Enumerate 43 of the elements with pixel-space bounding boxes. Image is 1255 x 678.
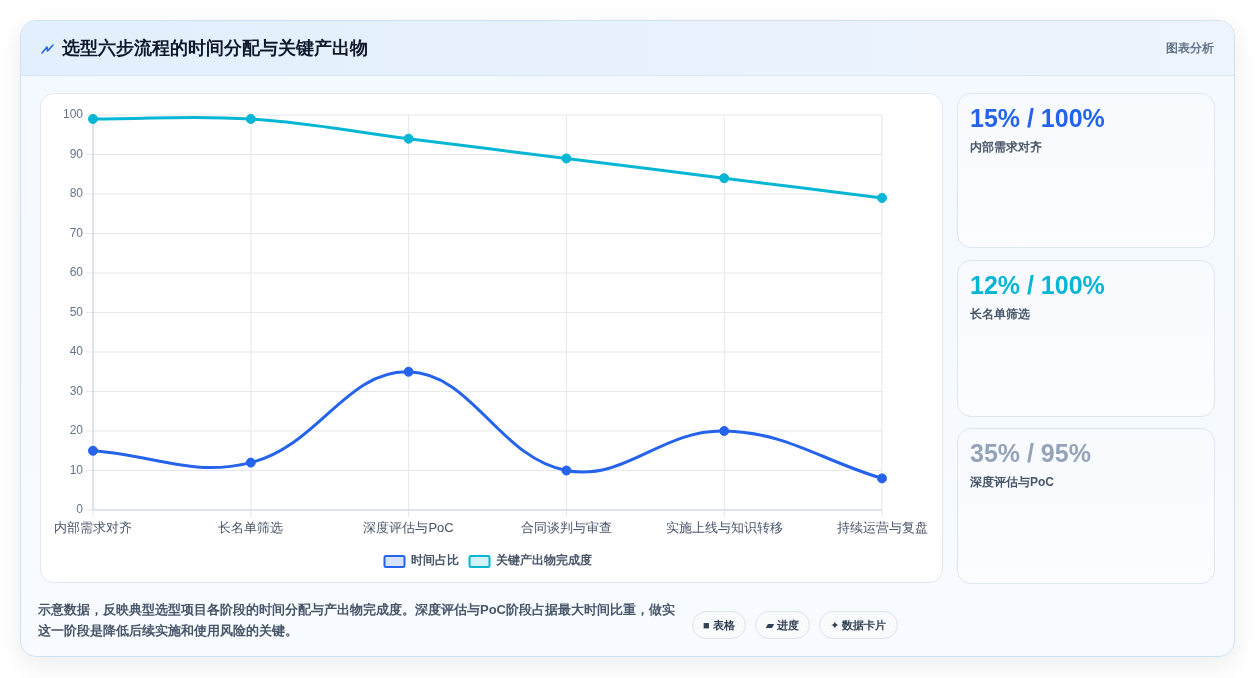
x-tick-label: 深度评估与PoC: [363, 520, 454, 536]
text: 35% / 95%: [970, 439, 1091, 468]
point: [561, 153, 572, 164]
y-tick-label: 100: [62, 107, 84, 122]
x-tick-label: 合同谈判与审查: [520, 520, 612, 536]
legend-label: 时间占比: [410, 553, 459, 568]
x-tick-label: 长名单筛选: [218, 520, 284, 536]
point: [561, 465, 572, 476]
text: 15% / 100%: [970, 104, 1105, 133]
point: [88, 113, 98, 124]
y-tick-label: 60: [69, 265, 84, 280]
text: ■ 表格: [692, 611, 746, 639]
y-tick-label: 0: [76, 502, 84, 517]
x-tick-label: 实施上线与知识转移: [665, 520, 783, 536]
y-tick-label: 90: [69, 146, 84, 161]
text: 深度评估与PoC: [970, 474, 1054, 491]
y-tick-label: 80: [69, 186, 84, 201]
text: 12% / 100%: [970, 271, 1105, 300]
text: 长名单筛选: [970, 306, 1030, 323]
x-tick-label: 内部需求对齐: [54, 520, 132, 536]
text: ▰ 进度: [754, 611, 811, 639]
text: 图表分析: [1166, 40, 1214, 57]
point: [877, 192, 887, 203]
y-tick-label: 50: [69, 304, 84, 319]
text: ✦ 数据卡片: [819, 611, 898, 639]
legend-label: 关键产出物完成度: [494, 553, 592, 568]
x-tick-label: 持续运营与复盘: [836, 520, 928, 536]
point: [245, 113, 256, 124]
point: [719, 426, 730, 436]
y-tick-label: 40: [69, 344, 84, 359]
y-tick-label: 70: [69, 225, 84, 240]
point: [403, 133, 414, 144]
point: [245, 457, 256, 468]
text: 内部需求对齐: [970, 139, 1042, 156]
y-tick-label: 20: [69, 423, 84, 438]
point: [403, 366, 414, 377]
point: [88, 445, 98, 456]
y-tick-label: 30: [69, 383, 84, 398]
chart-title: 选型六步流程的时间分配与关键产出物: [62, 37, 368, 60]
point: [877, 473, 887, 484]
point: [719, 173, 730, 184]
y-tick-label: 10: [69, 462, 84, 477]
text: 示意数据，反映典型选型项目各阶段的时间分配与产出物完成度。深度评估与PoC阶段占据最大时间比重，做实这一阶段是降低后续实施和使用风险的关键。: [38, 601, 676, 640]
